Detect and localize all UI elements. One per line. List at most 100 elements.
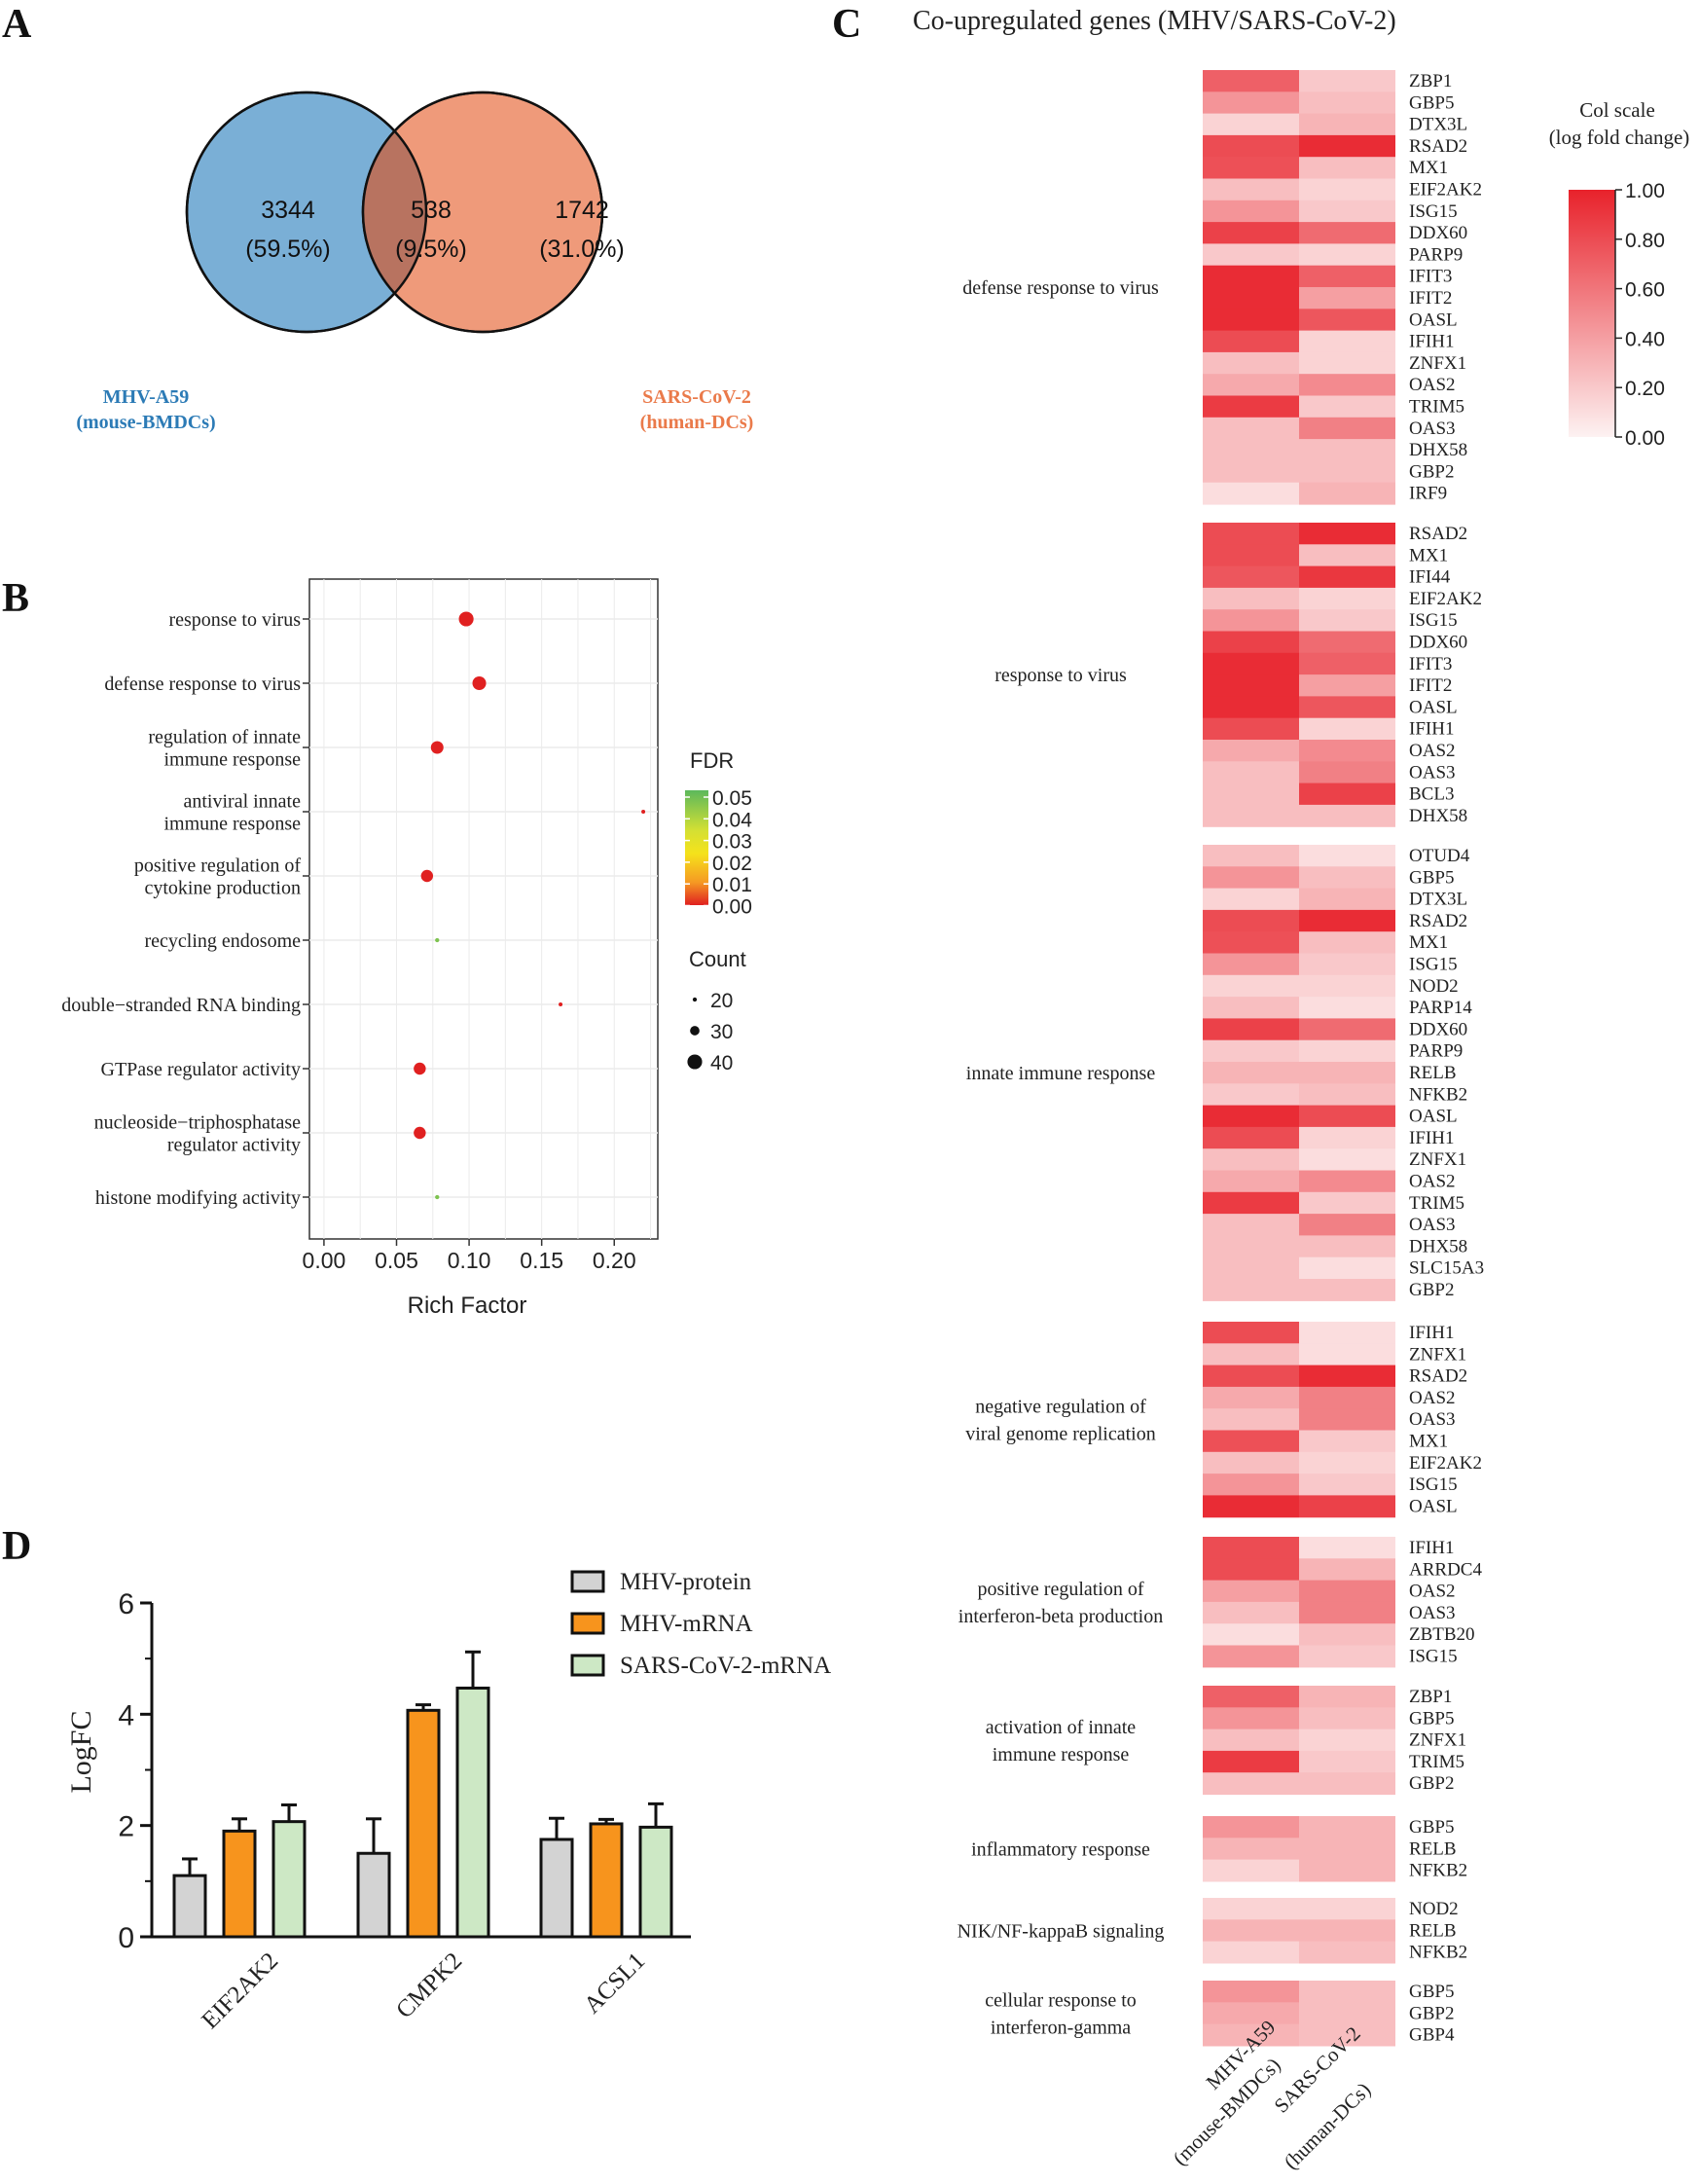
heatmap-cell-mhv <box>1203 888 1299 911</box>
fdr-tick: 0.04 <box>685 809 752 831</box>
heatmap-cell-sars <box>1299 1474 1395 1496</box>
heatmap-gene-label: ISG15 <box>1409 1647 1458 1667</box>
heatmap-gene-label: GBP5 <box>1409 1982 1454 2002</box>
heatmap-cell-sars <box>1299 1686 1395 1708</box>
svg-text:regulator activity: regulator activity <box>167 1135 301 1156</box>
heatmap: Co-upregulated genes (MHV/SARS-CoV-2) ZB… <box>913 6 1689 2174</box>
svg-text:NIK/NF-kappaB signaling: NIK/NF-kappaB signaling <box>958 1920 1165 1942</box>
dotplot-category-label: double−stranded RNA binding <box>61 995 309 1016</box>
heatmap-gene-label: NFKB2 <box>1409 1861 1467 1881</box>
svg-text:0.15: 0.15 <box>520 1248 563 1273</box>
svg-text:defense response to virus: defense response to virus <box>104 673 301 695</box>
count-legend-item: 40 <box>687 1052 733 1074</box>
heatmap-cell-sars <box>1299 1148 1395 1172</box>
heatmap-group-label: negative regulation of viral genome repli… <box>965 1396 1155 1444</box>
dotplot-frame <box>308 578 659 1240</box>
heatmap-cell-sars <box>1299 609 1395 633</box>
heatmap-gene-label: IFIT2 <box>1409 675 1452 696</box>
heatmap-cell-mhv <box>1203 804 1299 827</box>
fdr-tick: 0.02 <box>685 853 752 875</box>
heatmap-cell-mhv <box>1203 265 1299 288</box>
barplot-bar <box>356 1817 391 1939</box>
heatmap-cell-sars <box>1299 1039 1395 1063</box>
heatmap-cell-sars <box>1299 783 1395 806</box>
dotplot-category-label: defense response to virus <box>104 673 309 695</box>
heatmap-gene-label: ZNFX1 <box>1409 1149 1466 1170</box>
heatmap-gene-label: ISG15 <box>1409 955 1458 975</box>
heatmap-gene-label: OAS3 <box>1409 1215 1456 1235</box>
heatmap-cell-mhv <box>1203 1729 1299 1752</box>
heatmap-gene-label: NFKB2 <box>1409 1084 1467 1105</box>
heatmap-cell-mhv <box>1203 200 1299 223</box>
count-legend-item: 30 <box>690 1021 733 1043</box>
heatmap-cell-sars <box>1299 888 1395 911</box>
heatmap-cell-mhv <box>1203 609 1299 633</box>
barplot-ytick: 4 <box>118 1699 152 1731</box>
dotplot-category-label: response to virus <box>168 609 309 631</box>
heatmap-group-label: inflammatory response <box>971 1838 1150 1860</box>
heatmap-cell-mhv <box>1203 482 1299 505</box>
heatmap-gene-label: RSAD2 <box>1409 524 1467 544</box>
heatmap-cell-sars <box>1299 395 1395 419</box>
heatmap-gene-label: OTUD4 <box>1409 846 1470 866</box>
heatmap-gene-label: RELB <box>1409 1838 1457 1859</box>
venn-mid-pct: (9.5%) <box>395 236 467 263</box>
heatmap-gene-label: RSAD2 <box>1409 136 1467 157</box>
heatmap-gene-label: OASL <box>1409 697 1458 717</box>
heatmap-cell-mhv <box>1203 1105 1299 1128</box>
barplot-bar <box>172 1857 207 1939</box>
heatmap-cell-mhv <box>1203 70 1299 92</box>
scale-title: Col scale <box>1579 98 1655 122</box>
heatmap-cell-mhv <box>1203 565 1299 589</box>
dotplot-xlabel: Rich Factor <box>408 1292 527 1319</box>
svg-text:positive regulation of: positive regulation of <box>977 1579 1143 1600</box>
svg-text:activation of innate: activation of innate <box>986 1717 1137 1738</box>
heatmap-cell-mhv <box>1203 1386 1299 1409</box>
heatmap-gene-label: ZBTB20 <box>1409 1624 1475 1645</box>
heatmap-cell-sars <box>1299 439 1395 461</box>
heatmap-cell-mhv <box>1203 113 1299 136</box>
venn-right-pct: (31.0%) <box>539 236 625 263</box>
scale-colorbar <box>1569 190 1615 437</box>
heatmap-cell-sars <box>1299 1322 1395 1344</box>
heatmap-cell-mhv <box>1203 2002 1299 2025</box>
heatmap-cell-mhv <box>1203 1772 1299 1796</box>
heatmap-gene-label: GBP5 <box>1409 867 1454 888</box>
heatmap-gene-label: BCL3 <box>1409 784 1454 805</box>
heatmap-cell-sars <box>1299 931 1395 955</box>
heatmap-cell-sars <box>1299 1018 1395 1041</box>
heatmap-gene-label: GBP2 <box>1409 2003 1454 2023</box>
heatmap-cell-sars <box>1299 157 1395 180</box>
heatmap-gene-label: OAS2 <box>1409 1582 1456 1602</box>
heatmap-cell-sars <box>1299 1772 1395 1796</box>
svg-text:40: 40 <box>710 1052 733 1074</box>
svg-text:cellular response to: cellular response to <box>985 1989 1137 2011</box>
heatmap-cell-sars <box>1299 696 1395 719</box>
heatmap-gene-label: OASL <box>1409 1496 1458 1516</box>
barplot-ytick: 2 <box>118 1811 152 1843</box>
heatmap-cell-sars <box>1299 1105 1395 1128</box>
heatmap-cell-mhv <box>1203 439 1299 461</box>
heatmap-cell-mhv <box>1203 931 1299 955</box>
heatmap-cell-sars <box>1299 1750 1395 1773</box>
panel-label-b: B <box>2 576 29 621</box>
scale-tick: 0.60 <box>1615 279 1665 302</box>
svg-text:interferon-gamma: interferon-gamma <box>991 2017 1131 2038</box>
heatmap-cell-sars <box>1299 1645 1395 1668</box>
heatmap-gene-label: PARP14 <box>1409 998 1472 1018</box>
svg-text:response to virus: response to virus <box>168 609 301 631</box>
heatmap-gene-label: OAS2 <box>1409 1388 1456 1408</box>
svg-text:0: 0 <box>118 1922 134 1954</box>
barplot-bar <box>406 1703 441 1939</box>
heatmap-gene-label: SLC15A3 <box>1409 1258 1484 1279</box>
heatmap-cell-mhv <box>1203 1537 1299 1559</box>
heatmap-cell-mhv <box>1203 1558 1299 1582</box>
heatmap-cell-sars <box>1299 265 1395 288</box>
svg-text:inflammatory response: inflammatory response <box>971 1838 1150 1860</box>
heatmap-cell-sars <box>1299 287 1395 309</box>
heatmap-cell-mhv <box>1203 1474 1299 1496</box>
barplot-bar <box>455 1650 490 1939</box>
heatmap-gene-label: TRIM5 <box>1409 1752 1464 1772</box>
heatmap-group-label: innate immune response <box>966 1063 1156 1084</box>
